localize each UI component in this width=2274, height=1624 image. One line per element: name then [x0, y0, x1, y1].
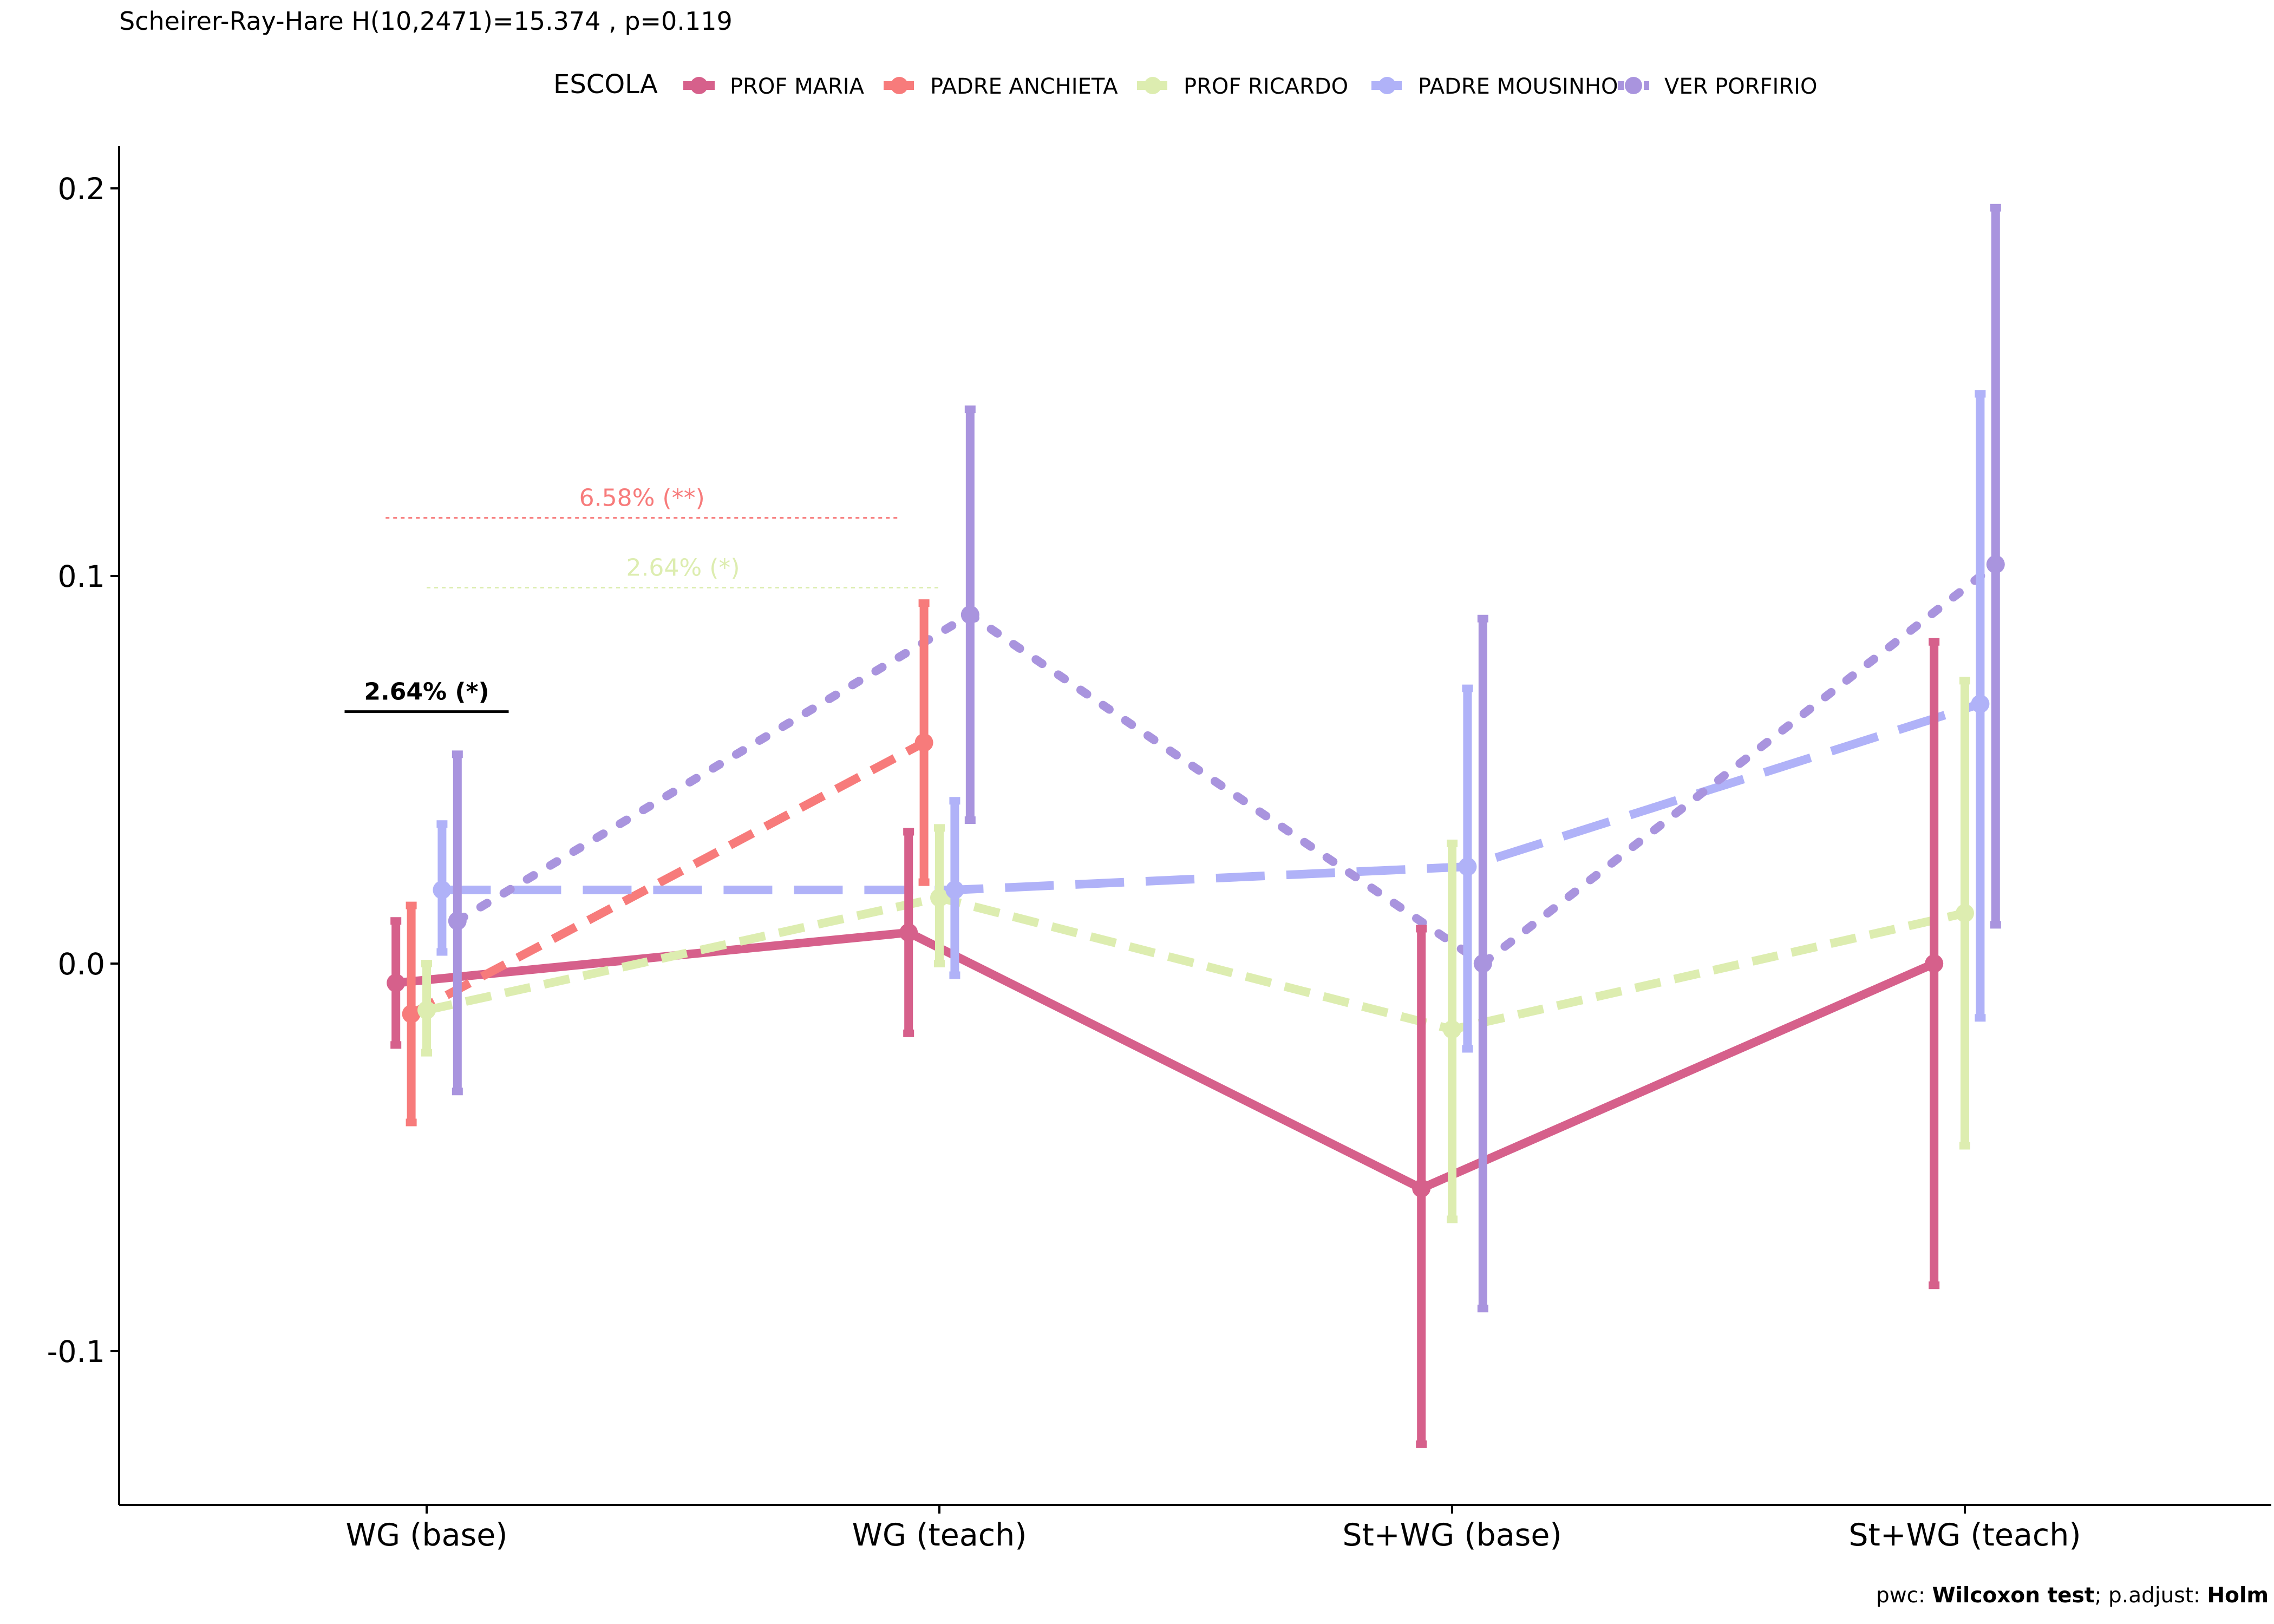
data-point — [433, 880, 452, 899]
legend-title: ESCOLA — [553, 69, 658, 100]
y-tick-label: 0.2 — [58, 172, 105, 206]
legend-key-point — [1144, 77, 1161, 94]
caption-method: Holm — [2207, 1583, 2269, 1608]
annotation-label: 2.64% (*) — [364, 678, 489, 706]
data-point — [914, 733, 933, 752]
data-point — [1443, 1020, 1461, 1039]
legend-label: PADRE MOUSINHO — [1418, 74, 1618, 99]
caption-prefix: pwc: — [1876, 1583, 1932, 1608]
legend-key-point — [690, 77, 708, 94]
series-line — [426, 893, 1966, 1034]
y-tick-label: 0.0 — [58, 947, 105, 981]
legend-key-point — [1625, 77, 1642, 94]
caption-middle: ; p.adjust: — [2095, 1583, 2207, 1608]
x-tick-label: WG (teach) — [852, 1517, 1027, 1553]
legend: ESCOLA PROF MARIA PADRE ANCHIETA PROF RICA… — [553, 69, 1817, 100]
data-point — [448, 912, 467, 931]
data-point — [1986, 555, 2005, 574]
data-point — [1473, 954, 1492, 973]
x-tick-label: WG (base) — [346, 1517, 508, 1553]
chart-title: Scheirer-Ray-Hare H(10,2471)=15.374 , p=… — [119, 6, 733, 36]
legend-label: VER PORFIRIO — [1664, 74, 1817, 99]
legend-key-point — [1378, 77, 1396, 94]
annotation-label: 6.58% (**) — [579, 484, 705, 512]
plot-area: -0.1 0.0 0.1 0.2 WG (base) WG (teach) St+WG (b… — [47, 146, 2271, 1553]
annotation-label: 2.64% (*) — [626, 554, 740, 581]
x-tick-label: St+WG (teach) — [1848, 1517, 2081, 1553]
data-point — [417, 1000, 436, 1019]
caption-test: Wilcoxon test — [1932, 1583, 2095, 1608]
data-point — [960, 605, 979, 624]
x-tick-label: St+WG (base) — [1342, 1517, 1561, 1553]
y-tick-label: 0.1 — [58, 559, 105, 594]
data-point — [930, 888, 949, 907]
caption: pwc: Wilcoxon test; p.adjust: Holm — [1876, 1583, 2269, 1608]
data-point — [1925, 954, 1944, 973]
legend-label: PADRE ANCHIETA — [930, 74, 1118, 99]
data-point — [1458, 857, 1477, 876]
data-point — [1971, 695, 1990, 713]
data-point — [387, 973, 406, 992]
data-point — [402, 1005, 421, 1024]
series-line — [453, 560, 2000, 968]
data-point — [1956, 903, 1974, 922]
data-point — [1412, 1179, 1431, 1198]
series-line — [442, 699, 1982, 894]
y-tick-label: -0.1 — [47, 1334, 105, 1369]
legend-label: PROF RICARDO — [1184, 74, 1348, 99]
data-point — [945, 880, 964, 899]
series-line — [409, 738, 926, 1018]
data-point — [899, 923, 918, 942]
series-line — [395, 928, 1936, 1193]
legend-key-point — [891, 77, 908, 94]
legend-label: PROF MARIA — [730, 74, 865, 99]
